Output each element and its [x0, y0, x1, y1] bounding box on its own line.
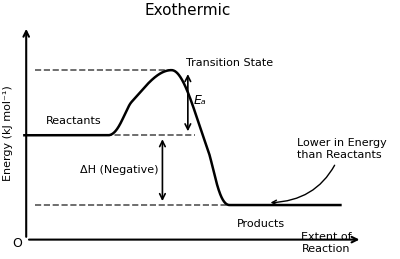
Text: Energy (kJ mol⁻¹): Energy (kJ mol⁻¹)	[3, 85, 13, 181]
Title: Exothermic: Exothermic	[145, 3, 231, 18]
Text: Reactants: Reactants	[46, 116, 102, 126]
Text: ΔH (Negative): ΔH (Negative)	[80, 165, 159, 175]
Text: O: O	[12, 237, 22, 250]
Text: Lower in Energy
than Reactants: Lower in Energy than Reactants	[272, 138, 386, 205]
Text: Transition State: Transition State	[186, 58, 273, 68]
Text: Extent of
Reaction: Extent of Reaction	[300, 232, 351, 254]
Text: Products: Products	[237, 219, 285, 229]
Text: Eₐ: Eₐ	[193, 94, 206, 107]
